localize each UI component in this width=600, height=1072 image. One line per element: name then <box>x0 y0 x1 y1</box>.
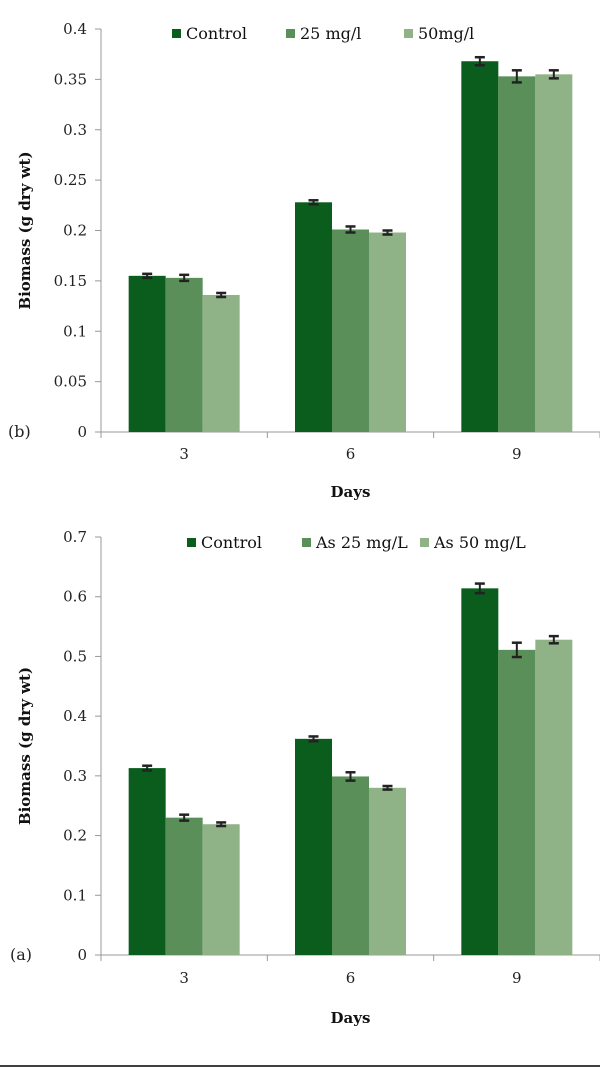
error-bar-day-6-series-1 <box>308 735 319 743</box>
y-tick-label: 0.6 <box>63 588 87 606</box>
y-tick-label: 0.1 <box>63 886 87 904</box>
y-tick-label: 0.7 <box>63 528 87 546</box>
error-bar-day-3-series-2 <box>179 273 190 283</box>
bar-day-6-series-1 <box>295 738 332 955</box>
bar-day-6-series-3 <box>369 232 406 432</box>
bar-day-3-series-2 <box>165 277 203 432</box>
x-tick-label: 6 <box>346 969 356 987</box>
bar-day-6-series-3 <box>369 787 406 955</box>
y-tick-label: 0.15 <box>54 272 87 290</box>
x-axis-title: Days <box>331 483 371 501</box>
error-bar-day-3-series-3 <box>216 821 227 828</box>
y-tick-label: 0.4 <box>63 707 87 725</box>
bar-day-6-series-2 <box>332 229 369 432</box>
legend-label-series-1: Control <box>201 533 262 552</box>
error-bar-day-3-series-2 <box>179 813 190 822</box>
y-axis-title: Biomass (g dry wt) <box>16 667 34 825</box>
legend-label-series-3: As 50 mg/L <box>433 533 526 552</box>
x-tick-label: 3 <box>179 969 189 987</box>
error-bar-day-9-series-3 <box>548 69 559 80</box>
y-tick-label: 0.3 <box>63 767 87 785</box>
y-tick-label: 0.3 <box>63 121 87 139</box>
error-bar-day-6-series-3 <box>382 784 393 791</box>
error-bar-day-3-series-1 <box>142 764 153 772</box>
x-axis-title: Days <box>331 1009 371 1027</box>
y-tick-label: 0.05 <box>54 373 87 391</box>
y-axis-title: Biomass (g dry wt) <box>16 151 34 309</box>
x-tick-label: 6 <box>346 445 356 463</box>
error-bar-day-3-series-3 <box>216 291 227 299</box>
legend-swatch-series-1 <box>172 29 181 38</box>
y-tick-label: 0 <box>77 946 87 964</box>
bar-day-9-series-3 <box>535 639 573 955</box>
error-bar-day-6-series-3 <box>382 229 393 236</box>
bar-day-3-series-1 <box>128 275 166 432</box>
bar-day-3-series-2 <box>165 817 203 955</box>
y-tick-label: 0.1 <box>63 322 87 340</box>
error-bar-day-9-series-2 <box>511 69 522 84</box>
error-bar-day-6-series-2 <box>345 225 356 234</box>
legend: Control 25 mg/l 50mg/l <box>172 24 474 43</box>
y-tick-label: 0.35 <box>54 70 87 88</box>
legend-swatch-series-2 <box>302 538 311 547</box>
bar-day-9-series-1 <box>461 61 499 433</box>
legend-label-series-3: 50mg/l <box>418 24 474 43</box>
y-tick-label: 0 <box>77 423 87 441</box>
bar-day-3-series-3 <box>202 824 240 955</box>
error-bar-day-6-series-1 <box>308 199 319 206</box>
error-bar-day-9-series-2 <box>511 641 522 659</box>
legend: Control As 25 mg/L As 50 mg/L <box>187 533 526 552</box>
y-tick-label: 0.2 <box>63 827 87 845</box>
bar-day-6-series-1 <box>295 202 332 432</box>
bar-day-3-series-3 <box>202 294 240 432</box>
error-bar-day-9-series-1 <box>474 55 485 67</box>
panel-label: (b) <box>8 422 31 441</box>
bar-day-9-series-1 <box>461 588 499 955</box>
legend-label-series-2: As 25 mg/L <box>315 533 408 552</box>
x-tick-label: 9 <box>512 969 522 987</box>
y-tick-label: 0.5 <box>63 647 87 665</box>
legend-label-series-2: 25 mg/l <box>300 24 361 43</box>
error-bar-day-3-series-1 <box>142 272 153 280</box>
bar-day-9-series-2 <box>498 649 536 955</box>
y-tick-label: 0.25 <box>54 171 87 189</box>
x-tick-label: 3 <box>179 445 189 463</box>
bar-day-3-series-1 <box>128 768 166 955</box>
legend-swatch-series-3 <box>404 29 413 38</box>
error-bar-day-6-series-2 <box>345 771 356 782</box>
error-bar-day-9-series-3 <box>548 634 559 645</box>
chart-panel-a: 0 0.1 0.2 0.3 0.4 0.5 0.6 0.7 3 6 9 Days Biomass (g … <box>10 528 600 1027</box>
y-tick-label: 0.4 <box>63 20 87 38</box>
chart-panel-b: 0 0.05 0.1 0.15 0.2 0.25 0.3 0.35 0.4 3 6 9 Days Biom… <box>8 20 600 501</box>
bar-day-9-series-3 <box>535 74 573 433</box>
panel-label: (a) <box>10 945 32 964</box>
bar-day-9-series-2 <box>498 76 536 432</box>
error-bar-day-9-series-1 <box>474 582 485 595</box>
legend-swatch-series-3 <box>420 538 429 547</box>
bar-day-6-series-2 <box>332 776 369 955</box>
legend-swatch-series-2 <box>286 29 295 38</box>
x-tick-label: 9 <box>512 445 522 463</box>
legend-label-series-1: Control <box>186 24 247 43</box>
legend-swatch-series-1 <box>187 538 196 547</box>
y-tick-label: 0.2 <box>63 222 87 240</box>
